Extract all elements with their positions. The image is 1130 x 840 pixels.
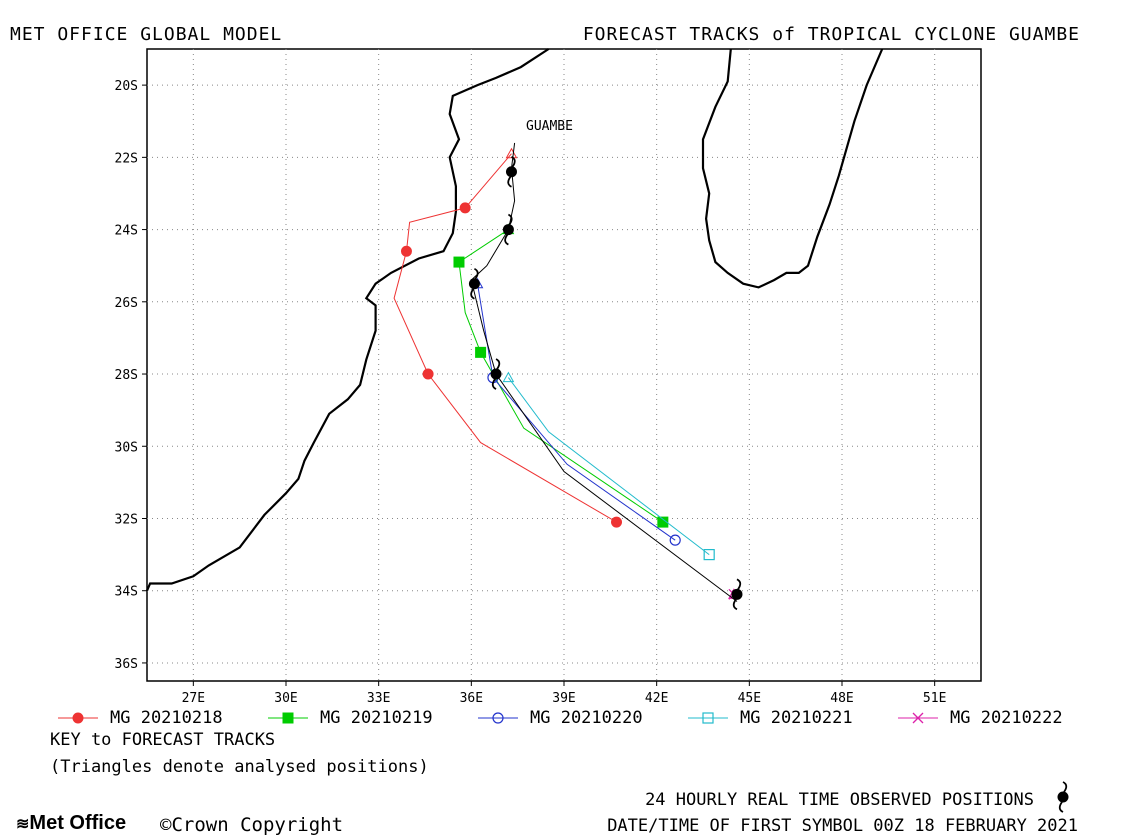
track-line-3 [507, 377, 710, 555]
track-marker [611, 516, 623, 528]
track-marker [459, 202, 471, 214]
lat-tick-label: 24S [115, 224, 138, 239]
lon-tick-label: 39E [552, 691, 575, 706]
lon-tick-label: 33E [367, 691, 390, 706]
lat-tick-label: 22S [115, 151, 138, 166]
observed-cyclone-symbol [505, 155, 517, 188]
cyclone-core [468, 278, 480, 290]
legend-marker [282, 712, 294, 724]
track-marker [703, 548, 715, 561]
lat-tick-label: 30S [115, 440, 138, 455]
observed-cyclone-symbol [468, 267, 480, 300]
cyclone-symbol-icon [1057, 781, 1069, 813]
cyclone-arm [507, 213, 513, 226]
lon-tick-label: 42E [645, 691, 668, 706]
legend-marker [702, 712, 714, 724]
cyclone-arm [1058, 801, 1064, 813]
cyclone-arm [504, 234, 509, 246]
cyclone-arm [470, 288, 475, 300]
cyclone-core [502, 224, 514, 236]
cross-stroke [912, 712, 924, 724]
coastline-madagascar [701, 48, 884, 289]
cyclone-core [731, 588, 743, 600]
cyclone-arm [495, 358, 501, 370]
storm-name-label: GUAMBE [526, 119, 573, 134]
coastline-africa [145, 48, 550, 592]
track-marker [400, 245, 412, 257]
observed-track [468, 142, 743, 611]
observed-cyclone-symbol [731, 578, 743, 611]
track-marker [657, 516, 669, 528]
lat-tick-label: 32S [115, 512, 138, 527]
lon-tick-label: 51E [923, 691, 946, 706]
observed-cyclone-symbol [502, 213, 514, 246]
legend-entry-20210221: MG 20210221 [740, 708, 853, 728]
met-office-logo-waves-icon: ≋ [16, 816, 30, 833]
track-marker [422, 368, 434, 380]
met-office-logo: ≋ Met Office [16, 812, 127, 834]
lat-tick-label: 34S [115, 585, 138, 600]
analysed-position-triangle [502, 371, 515, 383]
cyclone-core [505, 166, 517, 178]
legend-entry-20210222: MG 20210222 [950, 708, 1063, 728]
map-grid [142, 49, 981, 686]
lon-tick-label: 27E [182, 691, 205, 706]
first-symbol-datetime: DATE/TIME OF FIRST SYMBOL 00Z 18 FEBRUAR… [607, 816, 1078, 836]
crown-copyright: ©Crown Copyright [160, 814, 344, 836]
track-marker [669, 534, 681, 546]
cyclone-arm [473, 267, 479, 280]
header-title-left: MET OFFICE GLOBAL MODEL [10, 24, 283, 45]
header-title-right: FORECAST TRACKS of TROPICAL CYCLONE GUAM… [582, 24, 1080, 45]
observed-symbol-legend-icon [1057, 781, 1069, 813]
cyclone-arm [732, 598, 738, 611]
key-note: (Triangles denote analysed positions) [50, 757, 429, 777]
legend-entry-20210218: MG 20210218 [110, 708, 223, 728]
legend-entry-20210219: MG 20210219 [320, 708, 433, 728]
legend-markers [58, 712, 938, 724]
legend-marker [492, 712, 504, 724]
lon-tick-label: 45E [738, 691, 761, 706]
lon-tick-label: 30E [274, 691, 297, 706]
observed-positions-caption: 24 HOURLY REAL TIME OBSERVED POSITIONS [645, 790, 1034, 810]
cyclone-arm [1062, 781, 1068, 793]
cyclone-arm [507, 176, 512, 188]
observed-track-line [470, 142, 738, 602]
cyclone-arm [511, 155, 516, 168]
cyclone-core [490, 368, 502, 380]
cyclone-arm [736, 578, 742, 590]
lat-tick-label: 20S [115, 79, 138, 94]
track-line-1 [458, 229, 664, 523]
track-marker [475, 346, 487, 358]
track-line-0 [393, 153, 617, 523]
cyclone-core [1057, 791, 1069, 803]
legend-entry-20210220: MG 20210220 [530, 708, 643, 728]
observed-cyclone-symbol [490, 358, 502, 390]
lon-tick-label: 48E [830, 691, 853, 706]
legend-marker [912, 712, 924, 724]
lat-tick-label: 26S [115, 296, 138, 311]
axis-labels: 27E 30E 33E 36E 39E 42E 45E 48E 51E 20S 22S 24S 26S 2… [115, 79, 947, 706]
cyclone-arm [491, 378, 497, 390]
key-title: KEY to FORECAST TRACKS [50, 730, 276, 750]
legend-marker [72, 712, 84, 724]
track-marker [453, 256, 465, 268]
coastlines [145, 48, 884, 592]
lat-tick-label: 36S [115, 657, 138, 672]
lon-tick-label: 36E [460, 691, 483, 706]
lat-tick-label: 28S [115, 368, 138, 383]
